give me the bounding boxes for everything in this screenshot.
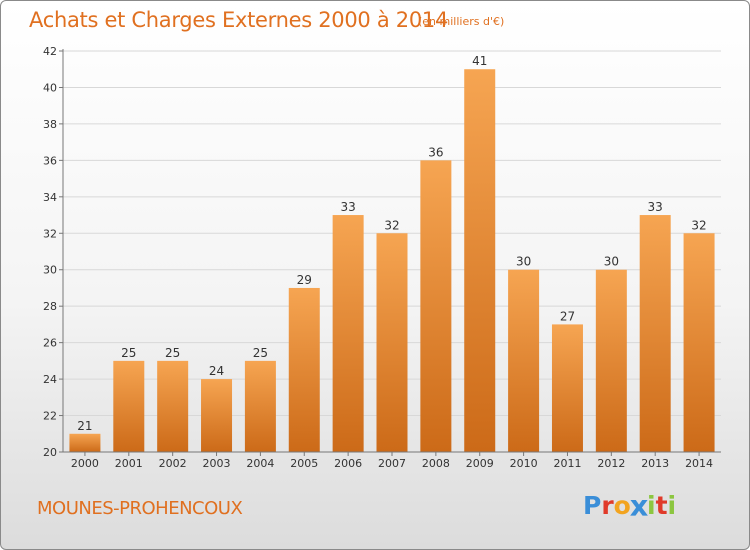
bar-2006 xyxy=(332,215,364,452)
value-label-2008: 36 xyxy=(428,145,443,159)
logo-letter: t xyxy=(655,491,668,520)
value-label-2004: 25 xyxy=(253,346,268,360)
logo-letter: o xyxy=(613,491,631,520)
bar-2001 xyxy=(113,360,145,452)
chart-subtitle: (en milliers d'€) xyxy=(418,15,505,28)
y-tick-label: 38 xyxy=(43,118,57,131)
x-tick-label-2006: 2006 xyxy=(334,457,362,470)
y-tick-label: 20 xyxy=(43,446,57,459)
bar-2003 xyxy=(201,379,233,452)
x-tick-label-2002: 2002 xyxy=(159,457,187,470)
x-tick-label-2008: 2008 xyxy=(422,457,450,470)
x-tick-label-2010: 2010 xyxy=(510,457,538,470)
x-tick-label-2003: 2003 xyxy=(203,457,231,470)
x-tick-label-2011: 2011 xyxy=(553,457,581,470)
bar-2009 xyxy=(464,69,496,453)
value-label-2012: 30 xyxy=(604,255,619,269)
location-name: MOUNES-PROHENCOUX xyxy=(37,498,243,519)
bar-2000 xyxy=(69,433,101,452)
bar-2002 xyxy=(157,360,189,452)
x-tick-label-2000: 2000 xyxy=(71,457,99,470)
bar-2005 xyxy=(288,287,320,452)
y-tick-label: 42 xyxy=(43,45,57,58)
proxiti-logo: Proxiti xyxy=(583,488,677,523)
value-label-2000: 21 xyxy=(77,419,92,433)
logo-letter: i xyxy=(647,491,656,520)
value-label-2014: 32 xyxy=(691,218,706,232)
y-tick-label: 32 xyxy=(43,227,57,240)
value-label-2013: 33 xyxy=(648,200,663,214)
y-tick-label: 40 xyxy=(43,81,57,94)
x-tick-label-2013: 2013 xyxy=(641,457,669,470)
bar-2008 xyxy=(420,160,452,452)
value-label-2002: 25 xyxy=(165,346,180,360)
x-tick-label-2012: 2012 xyxy=(597,457,625,470)
bar-2011 xyxy=(551,324,583,452)
x-tick-label-2009: 2009 xyxy=(466,457,494,470)
value-label-2007: 32 xyxy=(384,218,399,232)
value-label-2009: 41 xyxy=(472,54,487,68)
logo-letter: x xyxy=(629,488,649,523)
x-tick-label-2007: 2007 xyxy=(378,457,406,470)
bar-2007 xyxy=(376,233,408,452)
x-tick-label-2005: 2005 xyxy=(290,457,318,470)
bar-2012 xyxy=(595,269,627,452)
bar-2004 xyxy=(244,360,276,452)
x-tick-label-2004: 2004 xyxy=(246,457,274,470)
y-tick-label: 26 xyxy=(43,337,57,350)
logo-letter: P xyxy=(583,491,602,520)
value-label-2011: 27 xyxy=(560,309,575,323)
value-label-2003: 24 xyxy=(209,364,224,378)
bar-2013 xyxy=(639,215,671,452)
y-tick-label: 30 xyxy=(43,264,57,277)
value-label-2006: 33 xyxy=(340,200,355,214)
y-tick-label: 22 xyxy=(43,410,57,423)
x-tick-label-2014: 2014 xyxy=(685,457,713,470)
y-tick-label: 36 xyxy=(43,154,57,167)
bar-2014 xyxy=(683,233,715,452)
value-label-2001: 25 xyxy=(121,346,136,360)
x-tick-label-2001: 2001 xyxy=(115,457,143,470)
y-tick-label: 34 xyxy=(43,191,57,204)
logo-letter: r xyxy=(601,491,614,520)
bar-2010 xyxy=(508,269,540,452)
logo-letter: i xyxy=(667,491,677,520)
y-tick-label: 28 xyxy=(43,300,57,313)
value-label-2010: 30 xyxy=(516,255,531,269)
y-tick-label: 24 xyxy=(43,373,57,386)
chart-title: Achats et Charges Externes 2000 à 2014 xyxy=(29,8,449,32)
value-label-2005: 29 xyxy=(297,273,312,287)
